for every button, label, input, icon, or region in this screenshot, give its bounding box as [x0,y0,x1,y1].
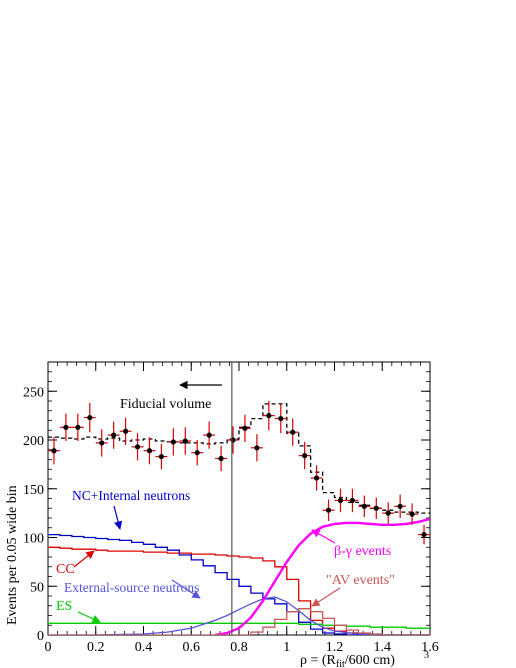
x-tick-label: 0.6 [183,640,201,655]
x-tick-label: 0.8 [230,640,248,655]
data-point [194,450,200,456]
data-point [99,440,105,446]
y-axis-title: Events per 0.05 wide bin [5,485,20,625]
data-point [409,511,415,517]
data-point [278,415,284,422]
data-point [206,432,212,438]
data-point [218,455,224,462]
data-point [313,475,320,481]
x-axis-title-sup: 3 [424,650,429,661]
x-axis-title: ρ = (Rfit/600 cm) [300,653,395,668]
ext-arrow [171,579,201,599]
y-tick-label: 0 [37,629,44,644]
data-point [158,453,165,460]
y-tick-label: 150 [23,483,44,498]
x-tick-label: 1.6 [421,640,439,655]
data-point [325,507,332,513]
nc-arrow [113,505,123,530]
data-point [266,413,272,419]
axis-tick-labels: 0 0.2 0.4 0.6 0.8 1 1.2 1.4 1.6 0 50 100 150 200 250 [23,385,439,655]
y-tick-label: 250 [23,385,44,400]
cc-label: CC [56,562,75,577]
data-point [385,510,391,516]
bg-arrow [311,529,336,544]
es-arrow [77,611,101,623]
x-tick-label: 0 [45,640,52,655]
fiducial-label: Fiducial volume [120,397,211,412]
data-point [337,497,344,504]
x-tick-label: 0.4 [135,640,153,655]
data-point [122,428,129,434]
data-point [361,503,367,509]
data-point [242,425,248,431]
data-point [290,429,296,435]
beta-gamma-curve [214,517,430,635]
av-arrow [311,587,341,607]
nc-curve [48,533,430,635]
nc-label: NC+Internal neutrons [72,488,190,503]
data-point [75,424,81,430]
data-point [397,503,403,509]
data-point [51,448,57,454]
y-tick-label: 100 [23,532,44,547]
es-label: ES [56,599,72,614]
x-axis-title-main: ρ = (R [300,653,337,668]
y-tick-label: 50 [30,580,44,595]
data-point [230,437,236,443]
data-point [170,439,176,445]
cc-arrow [73,550,95,568]
data-point [111,432,117,438]
x-tick-label: 1.2 [326,640,344,655]
data-point [421,531,427,538]
av-events-curve [48,608,430,635]
x-tick-label: 0.2 [87,640,105,655]
data-points-layer [48,401,430,545]
data-point [63,424,69,430]
data-point [254,445,260,451]
x-axis-title-sub: fit [336,659,345,668]
data-point [349,497,356,504]
y-tick-label: 200 [23,434,44,449]
data-point [302,453,308,459]
es-curve [48,622,430,629]
data-point [146,448,153,454]
x-tick-label: 1 [283,640,290,655]
data-point [87,414,93,421]
x-tick-label: 1.4 [374,640,392,655]
curves-layer [48,403,430,635]
data-point [373,505,379,511]
av-label: "AV events" [326,573,395,588]
ext-label: External-source neutrons [64,580,199,595]
data-point [134,444,141,450]
x-axis-title-tail: /600 cm) [345,653,395,668]
external-neutron-curve [48,596,430,635]
data-point [182,438,188,444]
bg-label: β-γ events [334,544,391,559]
total-mc-curve [48,403,430,514]
